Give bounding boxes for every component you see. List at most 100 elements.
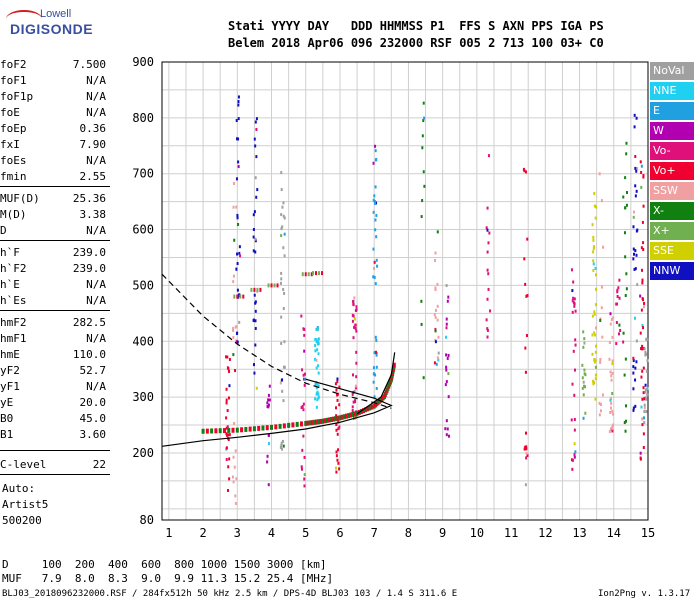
interference-dot <box>609 398 612 402</box>
interference-dot <box>526 294 529 298</box>
interference-dot <box>436 282 439 286</box>
interference-dot <box>573 455 576 459</box>
interference-dot <box>608 429 611 433</box>
interference-dot <box>525 294 528 298</box>
interference-dot <box>594 373 597 377</box>
trace-point <box>314 419 318 425</box>
interference-dot <box>254 237 257 241</box>
trace-point <box>274 424 278 430</box>
interference-dot <box>615 321 618 325</box>
interference-dot <box>303 473 306 477</box>
interference-dot <box>434 340 437 344</box>
interference-dot <box>316 348 319 352</box>
interference-dot <box>486 206 489 210</box>
x-tick-label: 8 <box>405 526 412 540</box>
interference-dot <box>618 332 621 336</box>
interference-dot <box>433 361 436 365</box>
interference-dot <box>267 442 270 446</box>
interference-dot <box>582 330 585 334</box>
interference-dot <box>225 457 228 461</box>
interference-dot <box>633 113 636 117</box>
interference-dot <box>434 259 437 263</box>
interference-dot <box>338 385 341 389</box>
interference-dot <box>641 281 644 285</box>
interference-dot <box>373 372 376 376</box>
trace-point <box>332 416 336 422</box>
interference-dot <box>572 296 575 300</box>
interference-dot <box>642 298 645 302</box>
interference-dot <box>336 432 339 436</box>
interference-dot <box>232 205 235 209</box>
param-row-hme: hmE 110.0 <box>0 348 106 362</box>
interference-dot <box>640 347 643 351</box>
interference-dot <box>615 342 618 346</box>
interference-dot <box>302 408 305 412</box>
interference-dot <box>237 160 240 164</box>
interference-dot <box>225 432 228 436</box>
interference-dot <box>434 288 437 292</box>
interference-dot <box>646 359 649 363</box>
interference-dot <box>570 418 573 422</box>
interference-dot <box>641 423 644 427</box>
interference-dot <box>595 326 598 330</box>
param-name: yF1 <box>0 380 20 393</box>
interference-dot <box>611 359 614 363</box>
interference-dot <box>641 220 644 224</box>
legend-item-x-: X- <box>650 202 694 220</box>
interference-dot <box>572 280 575 284</box>
interference-dot <box>634 249 637 253</box>
interference-dot <box>372 198 375 202</box>
trace-point <box>252 426 256 432</box>
x-tick-label: 7 <box>371 526 378 540</box>
interference-dot <box>581 363 584 367</box>
interference-dot <box>624 357 627 361</box>
trace-point <box>265 425 269 431</box>
interference-dot <box>280 227 283 231</box>
interference-dot <box>254 343 257 347</box>
interference-dot <box>373 395 376 399</box>
param-value: 0.36 <box>79 122 107 135</box>
interference-dot <box>611 371 614 375</box>
trace-point <box>236 294 239 299</box>
interference-dot <box>601 393 604 397</box>
interference-dot <box>632 408 635 412</box>
interference-dot <box>610 374 613 378</box>
trace-point <box>312 419 316 425</box>
interference-dot <box>252 227 255 231</box>
interference-dot <box>632 387 635 391</box>
interference-dot <box>437 351 440 355</box>
interference-dot <box>523 257 526 261</box>
interference-dot <box>351 409 354 413</box>
interference-dot <box>374 218 377 222</box>
trace-point <box>261 425 265 431</box>
interference-dot <box>280 277 283 281</box>
interference-dot <box>233 422 236 426</box>
interference-dot <box>421 134 424 138</box>
interference-dot <box>524 431 527 435</box>
interference-dot <box>232 455 235 459</box>
param-name: foF2 <box>0 58 27 71</box>
interference-dot <box>612 412 615 416</box>
trace-point <box>336 415 340 421</box>
interference-dot <box>225 401 228 405</box>
profile-curve <box>161 378 393 447</box>
interference-dot <box>303 383 306 387</box>
interference-dot <box>594 365 597 369</box>
interference-dot <box>317 384 320 388</box>
trace-point <box>233 294 236 299</box>
interference-dot <box>256 188 259 192</box>
interference-dot <box>338 403 341 407</box>
param-row-hmf2: hmF2 282.5 <box>0 316 106 330</box>
interference-dot <box>609 322 612 326</box>
interference-dot <box>268 384 271 388</box>
interference-dot <box>423 184 426 188</box>
trace-point <box>256 287 259 292</box>
param-row-yf2: yF2 52.7 <box>0 364 106 378</box>
param-value: 239.0 <box>72 246 106 259</box>
interference-dot <box>611 335 614 339</box>
interference-dot <box>228 433 231 437</box>
interference-dot <box>315 366 318 370</box>
interference-dot <box>633 267 636 271</box>
interference-dot <box>642 391 645 395</box>
interference-dot <box>436 304 439 308</box>
